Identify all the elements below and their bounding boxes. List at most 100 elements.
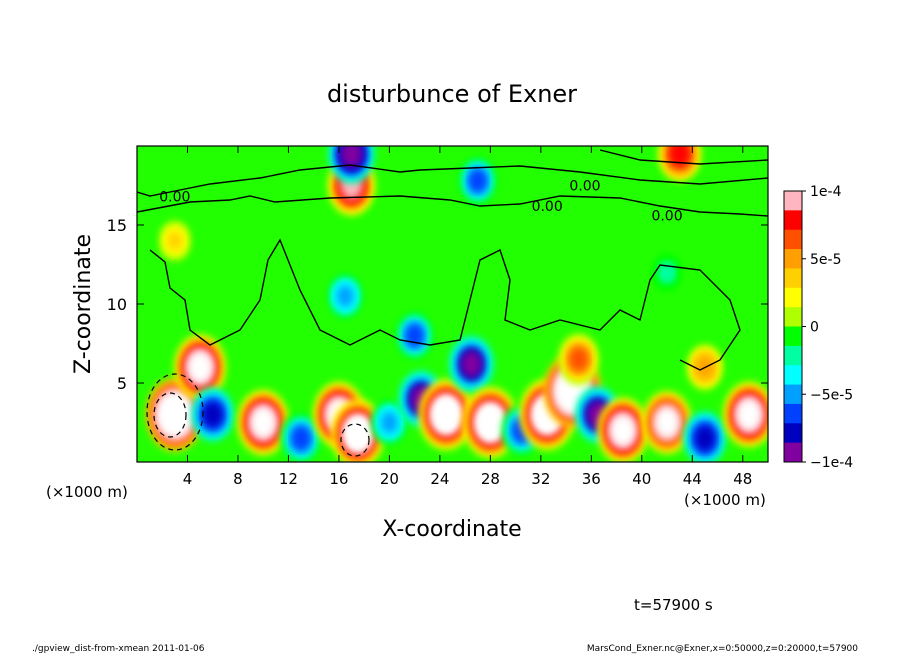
x-tick-label: 16 xyxy=(329,470,348,488)
colorbar-swatch xyxy=(784,403,802,424)
colorbar-swatch xyxy=(784,423,802,444)
x-tick-label: 32 xyxy=(531,470,550,488)
feature-8 xyxy=(281,413,321,462)
x-tick-label: 48 xyxy=(733,470,752,488)
x-tick-label: 12 xyxy=(279,470,298,488)
contour-label: 0.00 xyxy=(532,199,563,215)
feature-ring xyxy=(611,415,635,446)
feature-14 xyxy=(449,335,494,393)
feature-ring xyxy=(291,426,311,451)
colorbar-swatch xyxy=(784,307,802,327)
chart-title: disturbunce of Exner xyxy=(327,80,577,108)
x-tick-label: 8 xyxy=(233,470,243,488)
feature-20 xyxy=(597,398,649,462)
x-tick-label: 36 xyxy=(582,470,601,488)
colorbar xyxy=(783,190,803,463)
feature-ring xyxy=(161,397,189,432)
feature-10 xyxy=(331,399,385,462)
feature-22 xyxy=(684,411,726,462)
feature-ring xyxy=(202,402,223,428)
feature-ring xyxy=(461,350,482,378)
x-tick-label: 24 xyxy=(430,470,449,488)
feature-24 xyxy=(558,333,599,385)
feature-ring xyxy=(340,146,363,168)
y-tick-label: 10 xyxy=(107,295,127,314)
contour-label: 0.00 xyxy=(651,209,682,225)
feature-ring xyxy=(655,408,679,437)
feature-ring xyxy=(251,407,275,438)
x-tick-label: 4 xyxy=(183,470,193,488)
feature-ring xyxy=(469,169,487,192)
colorbar-swatch xyxy=(784,268,802,289)
feature-ring xyxy=(345,417,371,450)
colorbar-tick-label: 0 xyxy=(810,320,819,336)
feature-7 xyxy=(237,390,289,455)
feature-ring xyxy=(737,399,761,430)
x-unit-right: (×1000 m) xyxy=(684,491,766,509)
colorbar-tick-label: 5e-5 xyxy=(810,252,841,268)
field-features xyxy=(146,146,768,462)
x-axis-ticks: 4 8 12 16 20 24 28 32 36 40 44 48 xyxy=(183,146,752,488)
contour-label: 0.00 xyxy=(569,179,600,195)
contour-lines xyxy=(137,149,768,371)
y-axis-label: Z-coordinate xyxy=(71,234,96,374)
colorbar-swatch xyxy=(784,384,802,405)
colorbar-swatch xyxy=(784,365,802,386)
feature-26 xyxy=(327,273,363,319)
zero-contour-middle xyxy=(137,195,768,217)
x-unit-left: (×1000 m) xyxy=(46,483,128,501)
feature-29 xyxy=(652,254,682,291)
x-tick-label: 40 xyxy=(632,470,651,488)
colorbar-swatch xyxy=(784,229,802,250)
feature-ring xyxy=(660,263,674,281)
y-tick-label: 5 xyxy=(117,374,127,393)
contour-label: 0.00 xyxy=(159,190,190,206)
feature-ring xyxy=(569,347,588,372)
footer-left: ./gpview_dist-from-xmean 2011-01-06 xyxy=(32,644,205,654)
feature-ring xyxy=(188,352,212,383)
time-label: t=57900 s xyxy=(634,596,713,614)
feature-13 xyxy=(418,379,474,450)
feature-11 xyxy=(371,399,408,446)
feature-ring xyxy=(337,285,354,307)
feature-23 xyxy=(723,382,768,447)
colorbar-swatch xyxy=(784,210,802,231)
feature-2 xyxy=(459,156,497,205)
x-tick-label: 20 xyxy=(380,470,399,488)
feature-ring xyxy=(669,146,690,167)
colorbar-tick-label: −1e-4 xyxy=(810,455,853,471)
colorbar-tick-labels: 1e-4 5e-5 0 −5e-5 −1e-4 xyxy=(802,184,853,471)
feature-1 xyxy=(328,146,375,184)
feature-ring xyxy=(477,406,504,439)
y-axis-ticks: 5 10 15 xyxy=(107,216,768,393)
negative-contours xyxy=(146,373,370,457)
zero-contour-lower xyxy=(149,238,741,371)
feature-5 xyxy=(174,334,226,400)
colorbar-tick-label: 1e-4 xyxy=(810,184,842,200)
colorbar-tick-label: −5e-5 xyxy=(810,387,853,403)
colorbar-swatch xyxy=(784,249,802,269)
contour-labels: 0.00 0.00 0.00 0.00 xyxy=(159,179,682,225)
colorbar-swatch xyxy=(784,345,802,366)
plot-area: 0.00 0.00 0.00 0.00 xyxy=(137,146,768,462)
colorbar-swatch xyxy=(784,287,802,308)
feature-ring xyxy=(433,398,460,431)
x-tick-label: 28 xyxy=(481,470,500,488)
footer-right: MarsCond_Exner.nc@Exner,x=0:50000,z=0:20… xyxy=(587,644,858,654)
dashed-contour-2 xyxy=(153,392,187,438)
colorbar-swatch xyxy=(784,326,802,347)
colorbar-swatch xyxy=(784,191,802,211)
x-tick-label: 44 xyxy=(683,470,702,488)
dashed-contour-3 xyxy=(340,423,370,457)
zero-contour-upper xyxy=(137,164,768,197)
feature-28 xyxy=(159,221,191,261)
feature-ring xyxy=(167,231,183,251)
feature-21 xyxy=(642,391,692,454)
x-axis-label: X-coordinate xyxy=(382,517,521,542)
feature-ring xyxy=(381,411,398,434)
feature-27 xyxy=(395,311,434,360)
feature-6 xyxy=(191,387,234,442)
colorbar-swatch xyxy=(784,442,802,463)
y-tick-label: 15 xyxy=(107,216,127,235)
